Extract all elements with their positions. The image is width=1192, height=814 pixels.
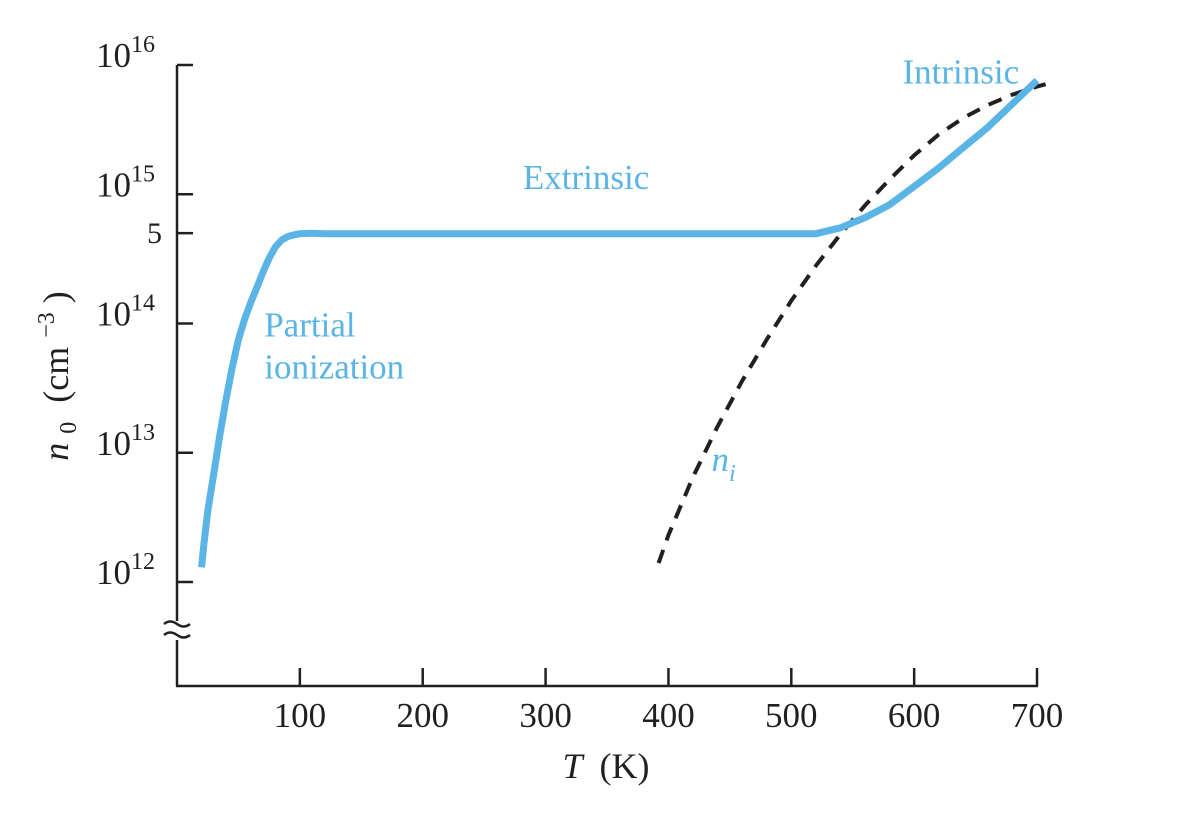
x-tick-label: 700 bbox=[1011, 696, 1064, 735]
y-axis-label: n 0 (cm −3 ) bbox=[22, 291, 84, 461]
annotation-partial: Partial ionization bbox=[264, 306, 404, 387]
y-tick-label-exponent: 13 bbox=[131, 420, 155, 446]
y-tick-label-base: 10 bbox=[96, 424, 131, 463]
annotation-line: ionization bbox=[264, 348, 404, 387]
x-tick-label: 500 bbox=[765, 696, 818, 735]
y-axis-label-sub: 0 bbox=[56, 422, 82, 434]
y-tick-label: 1016 bbox=[96, 32, 155, 75]
y-tick-label-base: 10 bbox=[96, 165, 131, 204]
annotation-intrinsic: Intrinsic bbox=[903, 52, 1020, 91]
y-tick-label-exponent: 14 bbox=[131, 291, 155, 317]
y-tick-label-base: 10 bbox=[96, 36, 131, 75]
annotations: Extrinsic Intrinsic Partial ionization ni bbox=[264, 52, 1019, 487]
y-axis-label-unit-close: ) bbox=[36, 291, 76, 303]
x-ticks: 100 200 300 400 500 600 700 bbox=[274, 668, 1064, 735]
y-tick-label-exponent: 12 bbox=[131, 549, 155, 575]
x-tick-label: 100 bbox=[274, 696, 327, 735]
x-tick-label: 600 bbox=[888, 696, 941, 735]
y-tick-label: 1013 bbox=[96, 420, 155, 463]
y-tick-label-exponent: 16 bbox=[131, 32, 155, 58]
y-axis-label-var: n bbox=[36, 443, 76, 461]
y-tick-label: 1015 bbox=[96, 161, 155, 204]
y-tick-label: 1012 bbox=[96, 549, 155, 592]
x-tick-label: 200 bbox=[396, 696, 449, 735]
y-tick-label: 1014 bbox=[96, 291, 155, 334]
ni-series-label-base: n bbox=[711, 440, 729, 479]
electron-concentration-n0-curve bbox=[198, 77, 1040, 568]
y-axis-break-mark bbox=[163, 620, 191, 639]
ni-series-label-sub: i bbox=[729, 461, 736, 487]
x-axis-label: T (K) bbox=[562, 746, 649, 786]
annotation-extrinsic: Extrinsic bbox=[523, 158, 649, 197]
annotation-line: Intrinsic bbox=[903, 52, 1020, 91]
annotation-line: Partial bbox=[264, 306, 356, 345]
series-layer bbox=[198, 77, 1047, 568]
y-axis-label-unit: (cm bbox=[36, 347, 76, 403]
y-tick-label-exponent: 15 bbox=[131, 161, 155, 187]
axes bbox=[163, 65, 1038, 688]
annotation-line: Extrinsic bbox=[523, 158, 649, 197]
x-axis-label-var: T bbox=[562, 746, 585, 786]
intrinsic-concentration-ni-curve bbox=[656, 82, 1047, 564]
ni-series-label: ni bbox=[711, 440, 735, 487]
x-axis-label-unit: (K) bbox=[600, 746, 650, 786]
x-tick-label: 400 bbox=[642, 696, 695, 735]
y-tick-label-base: 10 bbox=[96, 553, 131, 592]
x-tick-label: 300 bbox=[519, 696, 572, 735]
y-minor-tick-label: 5 bbox=[147, 217, 162, 250]
y-axis-label-unit-sup: −3 bbox=[34, 312, 60, 338]
y-tick-label-base: 10 bbox=[96, 295, 131, 334]
